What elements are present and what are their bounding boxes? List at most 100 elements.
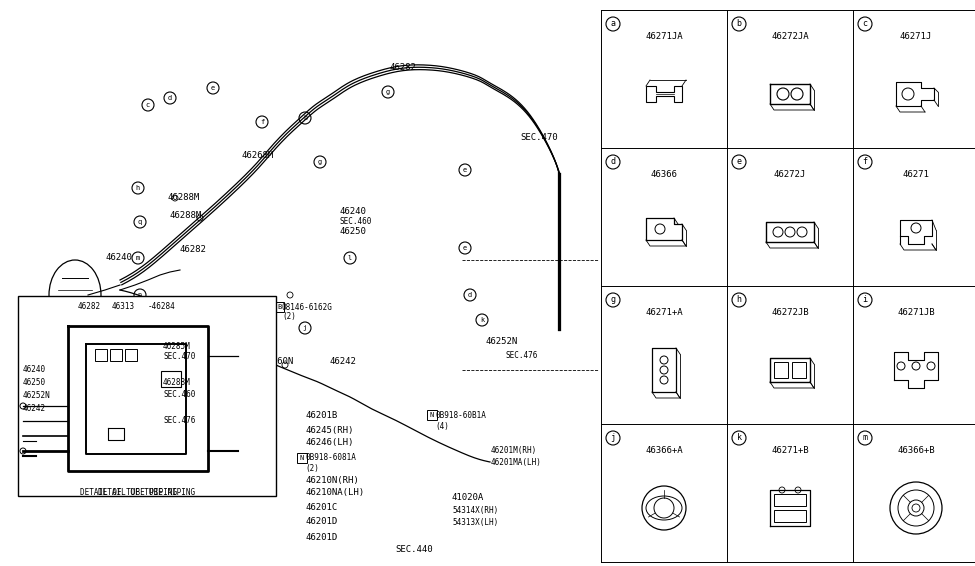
Text: g: g xyxy=(386,89,390,95)
Text: b: b xyxy=(736,19,742,28)
Text: 46252N: 46252N xyxy=(23,391,51,400)
Text: d: d xyxy=(168,95,173,101)
Text: 46272JB: 46272JB xyxy=(771,308,809,317)
Text: a: a xyxy=(610,19,615,28)
Text: TO REAR: TO REAR xyxy=(188,312,225,321)
FancyBboxPatch shape xyxy=(18,296,276,496)
Text: 46285M: 46285M xyxy=(163,342,191,351)
Text: 46201M(RH): 46201M(RH) xyxy=(491,445,537,454)
Text: 46240: 46240 xyxy=(340,208,367,217)
Text: 46201D: 46201D xyxy=(305,517,337,526)
Text: 46288M: 46288M xyxy=(167,192,199,201)
Text: SEC.476: SEC.476 xyxy=(163,416,195,425)
Text: e: e xyxy=(463,167,467,173)
Text: f: f xyxy=(863,157,868,166)
Text: 46272J: 46272J xyxy=(774,170,806,179)
Text: i: i xyxy=(863,295,868,305)
Text: 46288M: 46288M xyxy=(170,211,202,220)
Circle shape xyxy=(912,504,920,512)
Text: 46250: 46250 xyxy=(340,228,367,237)
Text: 46260N: 46260N xyxy=(261,358,293,367)
Text: h: h xyxy=(136,185,140,191)
Text: 54313X(LH): 54313X(LH) xyxy=(452,518,498,528)
Text: 46313: 46313 xyxy=(112,302,136,311)
Text: 41020A: 41020A xyxy=(452,492,485,501)
Text: 46252N: 46252N xyxy=(486,337,519,346)
Text: e: e xyxy=(736,157,742,166)
Text: d: d xyxy=(610,157,615,166)
Text: (2): (2) xyxy=(282,312,295,321)
Text: c: c xyxy=(863,19,868,28)
Text: e: e xyxy=(211,85,215,91)
Text: j: j xyxy=(303,325,307,331)
Text: 46271+A: 46271+A xyxy=(645,308,682,317)
Text: SEC.460: SEC.460 xyxy=(163,390,195,399)
Text: 0B918-6081A: 0B918-6081A xyxy=(305,453,356,462)
Text: 46271+B: 46271+B xyxy=(771,446,809,455)
Text: 46268M: 46268M xyxy=(242,151,274,160)
Text: N: N xyxy=(430,412,434,418)
Text: 46201B: 46201B xyxy=(305,410,337,419)
Text: 46282: 46282 xyxy=(78,302,101,311)
Text: h: h xyxy=(736,295,742,305)
Text: (4): (4) xyxy=(435,422,449,431)
Text: g: g xyxy=(610,295,615,305)
Text: DETAIL OF TUBE PIPING: DETAIL OF TUBE PIPING xyxy=(80,488,177,497)
Text: 46210NA(LH): 46210NA(LH) xyxy=(305,488,364,498)
Text: m: m xyxy=(863,434,868,443)
Text: d: d xyxy=(468,292,472,298)
Text: 46210N(RH): 46210N(RH) xyxy=(305,475,359,484)
Text: SEC.460: SEC.460 xyxy=(340,217,372,226)
Text: PIPING: PIPING xyxy=(188,324,220,332)
Text: f: f xyxy=(260,119,264,125)
Text: 46313: 46313 xyxy=(236,388,263,397)
Text: q: q xyxy=(137,219,142,225)
Text: 46282: 46282 xyxy=(180,246,207,255)
Text: 46282: 46282 xyxy=(390,63,417,72)
Text: n: n xyxy=(220,362,224,368)
Text: 0B918-60B1A: 0B918-60B1A xyxy=(435,410,486,419)
Text: n: n xyxy=(137,292,142,298)
Text: 46271JB: 46271JB xyxy=(897,308,935,317)
Text: SEC.440: SEC.440 xyxy=(395,544,433,554)
Text: j: j xyxy=(610,434,615,443)
Text: 46288M: 46288M xyxy=(163,378,191,387)
Text: (1): (1) xyxy=(118,368,132,378)
Text: 46366: 46366 xyxy=(650,170,678,179)
Text: 46242: 46242 xyxy=(330,358,357,367)
Text: 46201C: 46201C xyxy=(305,503,337,512)
Text: 46245(RH): 46245(RH) xyxy=(305,426,353,435)
Text: 46240: 46240 xyxy=(23,365,46,374)
Text: DETAIL OF TUBE PIPING: DETAIL OF TUBE PIPING xyxy=(98,488,196,497)
Text: SEC.470: SEC.470 xyxy=(163,352,195,361)
Text: -46284: -46284 xyxy=(148,302,176,311)
Text: 46242: 46242 xyxy=(23,404,46,413)
Text: 08146-6162G: 08146-6162G xyxy=(118,358,169,367)
Text: b: b xyxy=(303,115,307,121)
Text: m: m xyxy=(136,255,140,261)
Text: 46201MA(LH): 46201MA(LH) xyxy=(491,457,542,466)
Text: c: c xyxy=(146,102,150,108)
Text: i: i xyxy=(146,319,150,325)
Text: 46366+B: 46366+B xyxy=(897,446,935,455)
Text: 46272JA: 46272JA xyxy=(771,32,809,41)
Text: l: l xyxy=(348,255,352,261)
Text: 54314X(RH): 54314X(RH) xyxy=(452,507,498,516)
Text: g: g xyxy=(318,159,322,165)
Text: 46271J: 46271J xyxy=(900,32,932,41)
Text: B: B xyxy=(277,304,281,310)
Text: SEC.476: SEC.476 xyxy=(505,350,537,359)
Text: FRONT: FRONT xyxy=(20,413,47,422)
Text: (2): (2) xyxy=(305,465,319,474)
Text: e: e xyxy=(463,245,467,251)
Text: SEC.470: SEC.470 xyxy=(520,134,558,143)
Text: 46201D: 46201D xyxy=(305,533,337,542)
Text: N: N xyxy=(300,455,304,461)
Text: 46246(LH): 46246(LH) xyxy=(305,439,353,448)
Text: B: B xyxy=(114,359,118,365)
Text: k: k xyxy=(480,317,485,323)
Text: 46250: 46250 xyxy=(23,378,46,387)
Text: 08146-6162G: 08146-6162G xyxy=(282,302,332,311)
Text: 46271JA: 46271JA xyxy=(645,32,682,41)
Text: 46271: 46271 xyxy=(903,170,929,179)
